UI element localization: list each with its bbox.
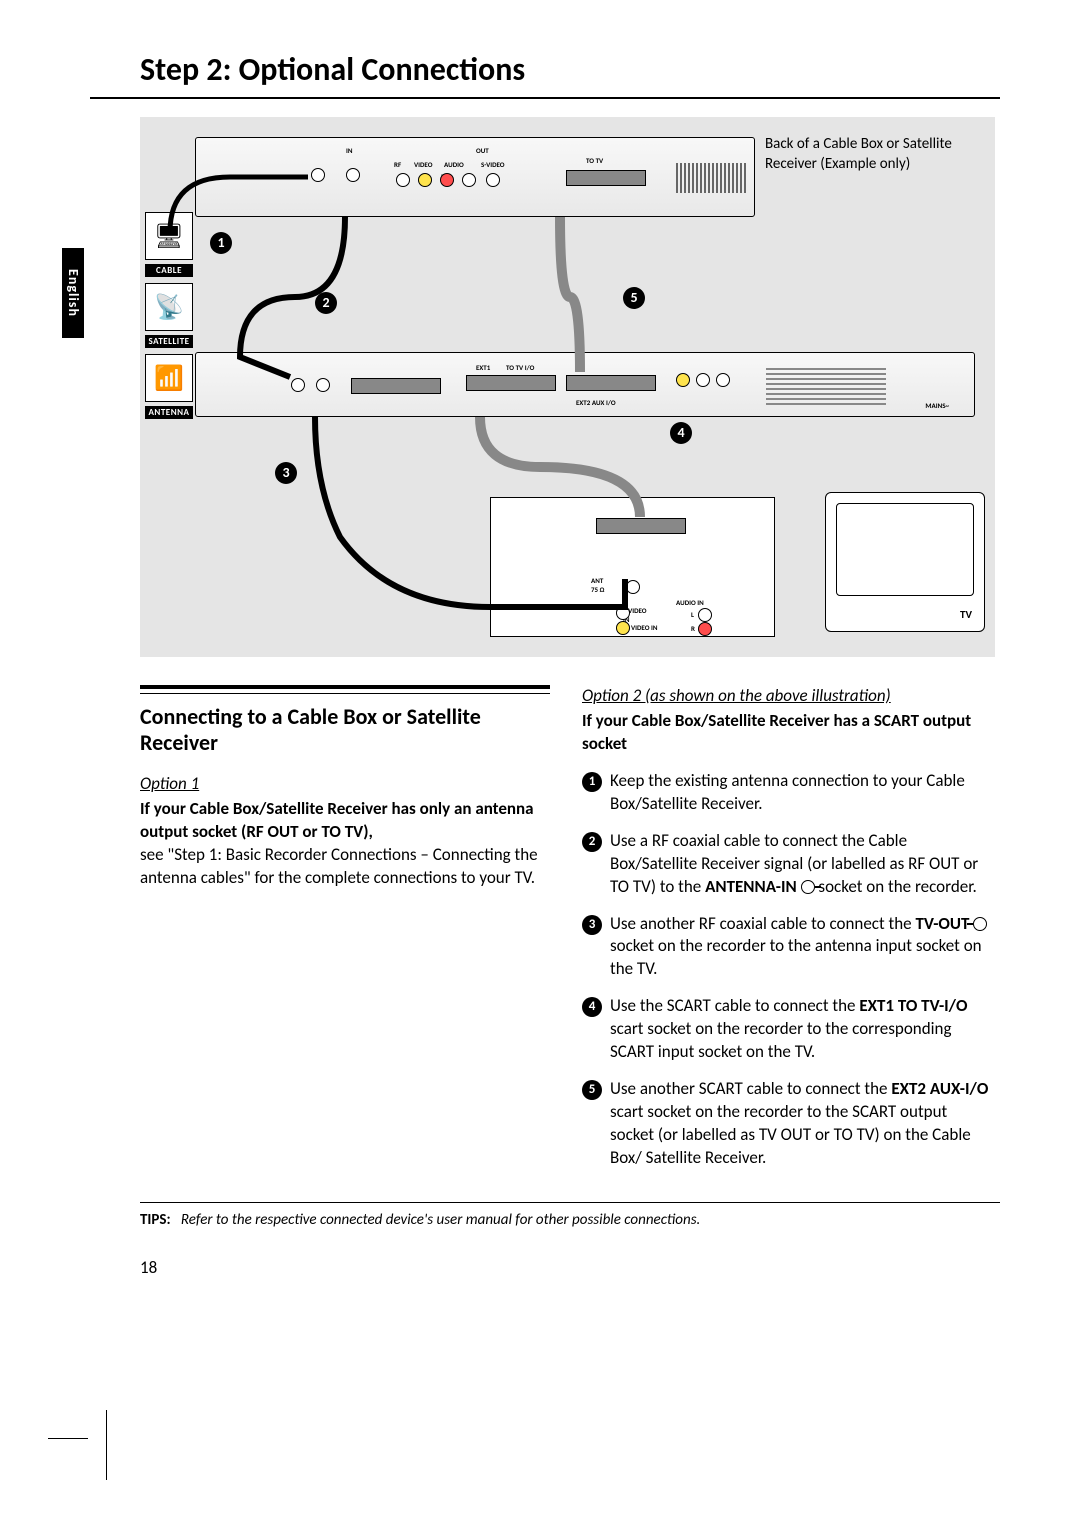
label-vin: VIDEO IN: [631, 623, 658, 632]
tips-label: TIPS:: [140, 1211, 171, 1229]
diagram-callout-4: 4: [670, 422, 692, 444]
page-title: Step 2: Optional Connections: [90, 30, 1000, 99]
tips-footer: TIPS: Refer to the respective connected …: [140, 1202, 1000, 1229]
diagram-note: Back of a Cable Box or Satellite Receive…: [765, 135, 985, 174]
tv-device: TV: [825, 492, 985, 632]
source-icon-label: SATELLITE: [145, 335, 193, 348]
step-bold: EXT2 AUX-I/O: [891, 1078, 988, 1099]
label-audio: AUDIO: [444, 160, 464, 169]
crop-marks: [48, 1410, 108, 1470]
step-list: 1Keep the existing antenna connection to…: [582, 770, 992, 1170]
diagram-callout-2: 2: [315, 292, 337, 314]
option1-text: see "Step 1: Basic Recorder Connections …: [140, 844, 550, 890]
step-number: 2: [582, 832, 602, 852]
source-icon: 🖥: [145, 212, 193, 260]
page-number: 18: [140, 1257, 1000, 1278]
source-icon-label: ANTENNA: [145, 406, 193, 419]
label-mains: MAINS~: [925, 401, 949, 410]
step-bold: ANTENNA-IN: [705, 876, 797, 897]
label-in: IN: [346, 146, 352, 155]
label-svideo: S-VIDEO: [481, 160, 505, 169]
step-number: 4: [582, 997, 602, 1017]
step-number: 5: [582, 1080, 602, 1100]
tv-input-panel: ANT 75 Ω S-VIDEO IN VIDEO IN AUDIO IN L …: [490, 497, 775, 637]
label-ext1: EXT1: [476, 363, 490, 372]
label-ain: AUDIO IN: [676, 598, 704, 607]
language-tab: English: [62, 248, 84, 338]
left-column: Connecting to a Cable Box or Satellite R…: [140, 685, 550, 1184]
label-video: VIDEO: [414, 160, 432, 169]
step-number: 1: [582, 772, 602, 792]
antenna-in-icon: [801, 880, 815, 894]
right-column: Option 2 (as shown on the above illustra…: [582, 685, 992, 1184]
label-totv-io: TO TV I/O: [506, 363, 534, 372]
source-icons: 🖥 CABLE 📡 SATELLITE 📶 ANTENNA: [145, 212, 193, 425]
source-icon: 📡: [145, 283, 193, 331]
section-title: Connecting to a Cable Box or Satellite R…: [140, 704, 550, 757]
step-item: 4Use the SCART cable to connect the EXT1…: [582, 995, 992, 1064]
step-item: 5Use another SCART cable to connect the …: [582, 1078, 992, 1170]
step-item: 2Use a RF coaxial cable to connect the C…: [582, 830, 992, 899]
diagram-callout-5: 5: [623, 287, 645, 309]
option1-label: Option 1: [140, 773, 550, 796]
option2-label: Option 2 (as shown on the above illustra…: [582, 685, 992, 708]
tv-out-icon: [973, 917, 987, 931]
option2-heading: If your Cable Box/Satellite Receiver has…: [582, 710, 992, 756]
tips-text: Refer to the respective connected device…: [181, 1211, 701, 1229]
body-columns: Connecting to a Cable Box or Satellite R…: [140, 685, 1000, 1184]
source-icon: 📶: [145, 354, 193, 402]
label-l2: L: [691, 610, 694, 619]
option1-heading: If your Cable Box/Satellite Receiver has…: [140, 798, 550, 844]
label-r2: R: [691, 624, 695, 633]
source-icon-label: CABLE: [145, 264, 193, 277]
connection-diagram: Back of a Cable Box or Satellite Receive…: [140, 117, 995, 657]
step-item: 1Keep the existing antenna connection to…: [582, 770, 992, 816]
step-number: 3: [582, 915, 602, 935]
label-tv: TV: [960, 608, 972, 621]
page-content: Step 2: Optional Connections Back of a C…: [90, 30, 1000, 1278]
step-item: 3Use another RF coaxial cable to connect…: [582, 913, 992, 982]
label-rf: RF: [394, 160, 401, 169]
step-bold: EXT1 TO TV-I/O: [859, 995, 967, 1016]
label-out: OUT: [476, 146, 489, 155]
diagram-callout-3: 3: [275, 462, 297, 484]
label-ant: ANT 75 Ω: [591, 576, 604, 594]
label-totv: TO TV: [586, 156, 603, 165]
recorder-device: EXT1 TO TV I/O EXT2 AUX I/O MAINS~: [195, 352, 975, 417]
diagram-callout-1: 1: [210, 232, 232, 254]
label-ext2: EXT2 AUX I/O: [576, 398, 616, 407]
cable-box-device: IN OUT RF VIDEO AUDIO R L S-VIDEO TO TV: [195, 137, 755, 217]
step-bold: TV-OUT: [915, 913, 969, 934]
